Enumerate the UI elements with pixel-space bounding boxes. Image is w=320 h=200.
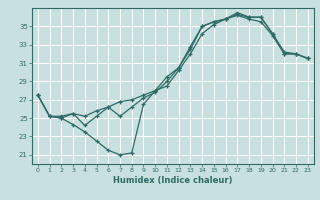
X-axis label: Humidex (Indice chaleur): Humidex (Indice chaleur) (113, 176, 233, 185)
